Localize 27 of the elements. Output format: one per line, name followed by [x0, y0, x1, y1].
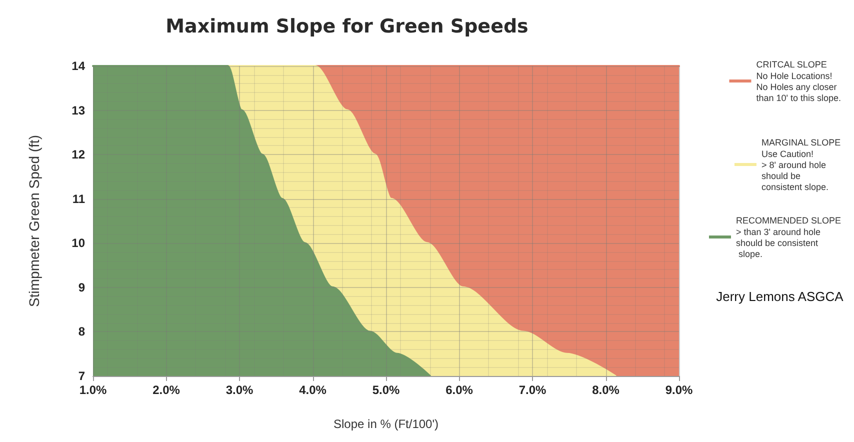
y-tick-label: 7	[78, 369, 86, 383]
x-tick-label: 8.0%	[592, 383, 620, 397]
x-tick-label: 7.0%	[518, 383, 546, 397]
y-tick-label: 13	[72, 103, 86, 118]
x-tick-label: 1.0%	[79, 383, 107, 397]
y-tick-label: 9	[78, 280, 86, 294]
x-tick-label: 4.0%	[299, 383, 327, 397]
chart-title: Maximum Slope for Green Speeds	[166, 16, 528, 38]
text: No Hole Locations! No Holes any closer than 10' to this slope.	[756, 71, 842, 103]
x-tick-label: 9.0%	[665, 383, 693, 397]
text: RECOMMENDED SLOPE	[736, 216, 842, 226]
y-axis-title: Stimpmeter Green Sped (ft)	[26, 135, 42, 307]
y-tick-label: 8	[78, 324, 86, 339]
text: > than 3' around hole should be consistent slope.	[736, 227, 821, 259]
text: Jerry Lemons ASGCA	[716, 289, 844, 304]
y-tick-label: 14	[72, 59, 86, 73]
x-tick-label: 6.0%	[446, 383, 474, 397]
y-tick-label: 11	[72, 192, 86, 206]
x-tick-label: 2.0%	[152, 383, 180, 397]
text: Use Caution! > 8' around hole should be consistent slope.	[761, 149, 829, 192]
text: CRITCAL SLOPE	[756, 60, 827, 70]
text: MARGINAL SLOPE	[761, 138, 841, 148]
x-tick-label: 5.0%	[372, 383, 400, 397]
y-tick-label: 12	[72, 148, 86, 162]
y-tick-label: 10	[72, 236, 86, 250]
x-tick-label: 3.0%	[226, 383, 254, 397]
x-axis-title: Slope in % (Ft/100')	[333, 417, 439, 431]
